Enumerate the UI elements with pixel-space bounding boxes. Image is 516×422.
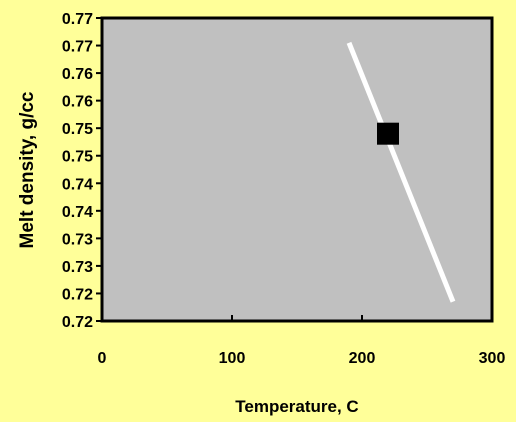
x-tick-label: 100 [219,350,246,367]
y-tick-label: 0.75 [62,121,93,138]
y-tick-label: 0.73 [62,259,93,276]
y-tick-label: 0.72 [62,286,93,303]
x-tick-label: 300 [479,350,506,367]
y-tick-label: 0.74 [62,204,93,221]
y-tick-label: 0.73 [62,231,93,248]
y-tick-label: 0.76 [62,66,93,83]
y-tick-label: 0.75 [62,149,93,166]
y-tick-label: 0.77 [62,11,93,28]
x-axis-ticks: 0 100 200 300 [98,315,506,367]
data-point-marker [377,122,399,145]
x-axis-label: Temperature, C [235,397,358,416]
y-tick-label: 0.72 [62,314,93,331]
trend-line [346,41,456,303]
y-axis-ticks: 0.72 0.72 0.73 0.73 0.74 0.74 0.75 0.75 0.76 0.76… [62,11,102,331]
x-tick-label: 200 [349,350,376,367]
y-axis-label: Melt density, g/cc [17,91,38,248]
y-tick-label: 0.74 [62,176,93,193]
plot-area [100,16,494,323]
series-layer [346,41,456,303]
y-tick-label: 0.77 [62,39,93,56]
x-tick-label: 0 [98,350,107,367]
y-tick-label: 0.76 [62,94,93,111]
